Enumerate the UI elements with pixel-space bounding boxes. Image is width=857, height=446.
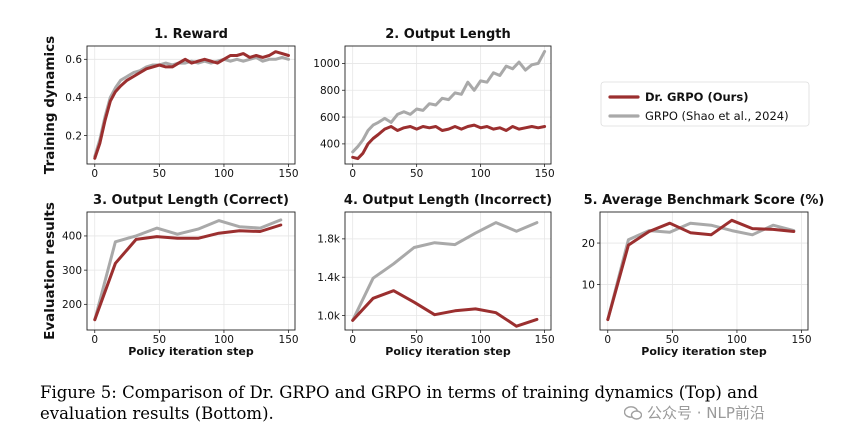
series-line-grpo (606, 221, 796, 322)
x-axis-label: Policy iteration step (128, 345, 254, 358)
x-tick-label: 0 (91, 334, 98, 346)
legend: Dr. GRPO (Ours) GRPO (Shao et al., 2024) (600, 81, 810, 127)
series-line-drgrpo (351, 289, 539, 328)
x-tick-label: 150 (792, 334, 812, 346)
y-tick-label: 200 (62, 299, 82, 311)
plot-frame (344, 45, 552, 165)
chart-panel-4: 0 50 100 150 1.0k 1.4k 1.8k 4. Output Length (I… (317, 193, 554, 358)
y-tick-label: 1000 (313, 58, 340, 70)
chart-panel-3: 0 50 100 150 200 300 400 3. Output Length (Corr… (62, 193, 299, 358)
y-tick-label: 400 (62, 231, 82, 243)
y-tick-label: 800 (320, 85, 340, 97)
x-tick-label: 150 (279, 334, 299, 346)
x-tick-label: 0 (604, 334, 611, 346)
x-tick-label: 0 (349, 334, 356, 346)
x-tick-label: 0 (91, 168, 98, 180)
x-tick-label: 100 (471, 334, 491, 346)
y-tick-label: 1.4k (317, 272, 341, 284)
y-tick-label: 600 (320, 112, 340, 124)
series-line-drgrpo (606, 218, 796, 322)
chart-title: 3. Output Length (Correct) (93, 193, 289, 208)
y-tick-label: 0.2 (65, 130, 82, 142)
x-tick-label: 100 (214, 168, 234, 180)
y-tick-label: 20 (582, 238, 595, 250)
x-tick-label: 0 (349, 168, 356, 180)
plot-frame (86, 211, 296, 331)
legend-label: Dr. GRPO (Ours) (645, 90, 748, 104)
x-axis-label: Policy iteration step (385, 345, 511, 358)
series-line-grpo (93, 55, 290, 158)
figure-caption: Figure 5: Comparison of Dr. GRPO and GRP… (40, 383, 759, 423)
x-tick-label: 50 (666, 334, 679, 346)
x-tick-label: 50 (410, 334, 423, 346)
x-tick-label: 150 (279, 168, 299, 180)
y-tick-label: 0.6 (65, 54, 82, 66)
y-tick-label: 300 (62, 265, 82, 277)
x-tick-label: 150 (535, 168, 555, 180)
y-tick-label: 0.4 (65, 92, 82, 104)
x-tick-label: 50 (410, 168, 423, 180)
legend-label: GRPO (Shao et al., 2024) (645, 109, 789, 123)
legend-box (600, 81, 810, 127)
x-tick-label: 50 (153, 334, 166, 346)
y-tick-label: 400 (320, 139, 340, 151)
watermark: 公众号 · NLP前沿 (624, 402, 765, 423)
chart-title: 2. Output Length (385, 27, 510, 42)
x-tick-label: 50 (153, 168, 166, 180)
plot-frame (86, 45, 296, 165)
plot-frame (344, 211, 552, 331)
series-line-grpo (351, 221, 539, 322)
y-tick-label: 1.8k (317, 234, 341, 246)
y-tick-label: 1.0k (317, 310, 341, 322)
x-axis-label: Policy iteration step (641, 345, 767, 358)
y-tick-label: 10 (582, 279, 595, 291)
row-label: Evaluation results (42, 202, 58, 340)
series-line-grpo (93, 218, 283, 322)
chart-panel-5: 0 50 100 150 10 20 5. Average Benchmark Score … (582, 193, 825, 358)
series-line-drgrpo (93, 223, 283, 322)
chart-title: 1. Reward (154, 27, 228, 42)
x-tick-label: 150 (535, 334, 555, 346)
series-line-drgrpo (93, 50, 290, 160)
x-tick-label: 100 (471, 168, 491, 180)
chart-title: 4. Output Length (Incorrect) (344, 193, 552, 208)
chart-panel-1: 0 50 100 150 0.2 0.4 0.6 1. Reward (65, 27, 298, 180)
x-tick-label: 100 (727, 334, 747, 346)
plot-frame (599, 211, 809, 331)
series-line-grpo (351, 49, 547, 154)
row-label: Training dynamics (42, 36, 58, 174)
series-line-drgrpo (351, 123, 547, 161)
chart-panel-2: 0 50 100 150 400 600 800 1000 2. Output Length (313, 27, 554, 180)
watermark-text: 公众号 · NLP前沿 (647, 404, 765, 422)
chart-title: 5. Average Benchmark Score (%) (584, 193, 825, 208)
wechat-icon (624, 405, 642, 420)
x-tick-label: 100 (214, 334, 234, 346)
